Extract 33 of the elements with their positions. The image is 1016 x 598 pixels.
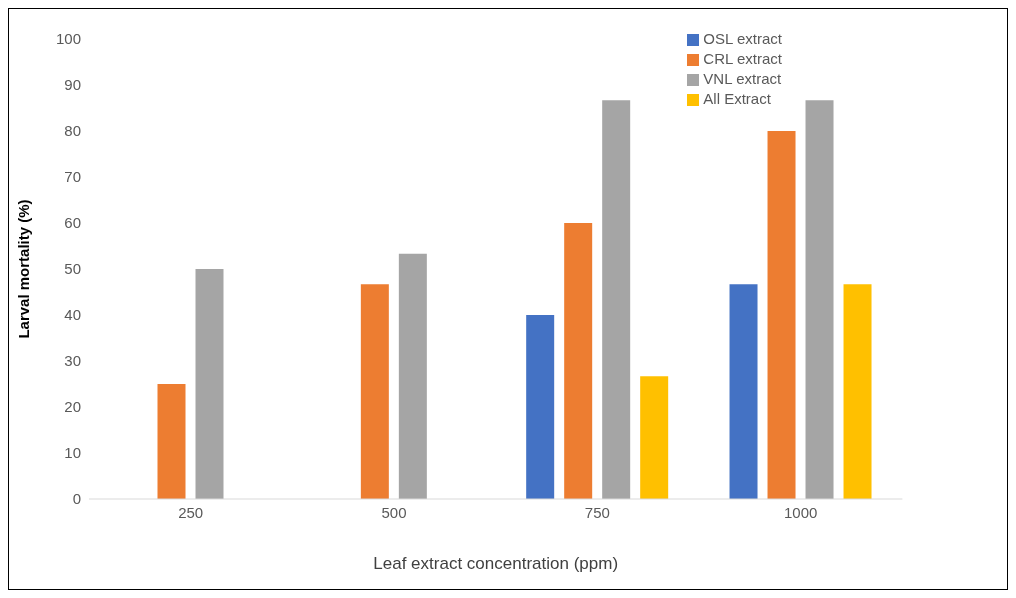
bar (767, 131, 796, 499)
legend-label: OSL extract (703, 30, 782, 47)
y-tick-label: 70 (64, 168, 81, 186)
y-tick-label: 60 (64, 214, 81, 232)
x-tick-label: 250 (178, 503, 204, 521)
legend-label: All Extract (703, 90, 771, 107)
x-tick-label: 750 (584, 503, 610, 521)
bar (526, 315, 555, 499)
bar (564, 223, 593, 499)
bar (805, 100, 834, 499)
x-tick-label: 500 (381, 503, 407, 521)
bar (157, 384, 186, 499)
x-axis-title: Leaf extract concentration (ppm) (373, 554, 619, 573)
y-tick-label: 80 (64, 122, 81, 140)
y-axis-title: Larval mortality (%) (15, 199, 33, 339)
x-tick-label: 1000 (784, 503, 818, 521)
bar (729, 284, 758, 499)
bar (640, 376, 669, 499)
bar (398, 253, 427, 499)
y-tick-label: 30 (64, 352, 81, 370)
y-tick-label: 20 (64, 398, 81, 416)
y-tick-label: 50 (64, 260, 81, 278)
legend-label: VNL extract (703, 70, 782, 87)
bar (602, 100, 631, 499)
bar (360, 284, 389, 499)
y-tick-label: 40 (64, 306, 81, 324)
y-tick-label: 90 (64, 76, 81, 94)
bar (843, 284, 872, 499)
legend-label: CRL extract (703, 50, 782, 67)
y-tick-label: 0 (72, 490, 81, 508)
bar (195, 269, 224, 499)
y-tick-label: 10 (64, 444, 81, 462)
y-tick-label: 100 (55, 30, 81, 48)
